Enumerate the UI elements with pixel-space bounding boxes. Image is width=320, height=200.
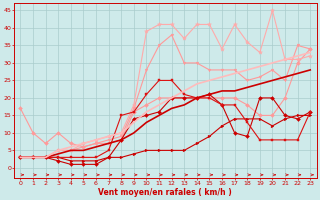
X-axis label: Vent moyen/en rafales ( km/h ): Vent moyen/en rafales ( km/h ) xyxy=(99,188,232,197)
